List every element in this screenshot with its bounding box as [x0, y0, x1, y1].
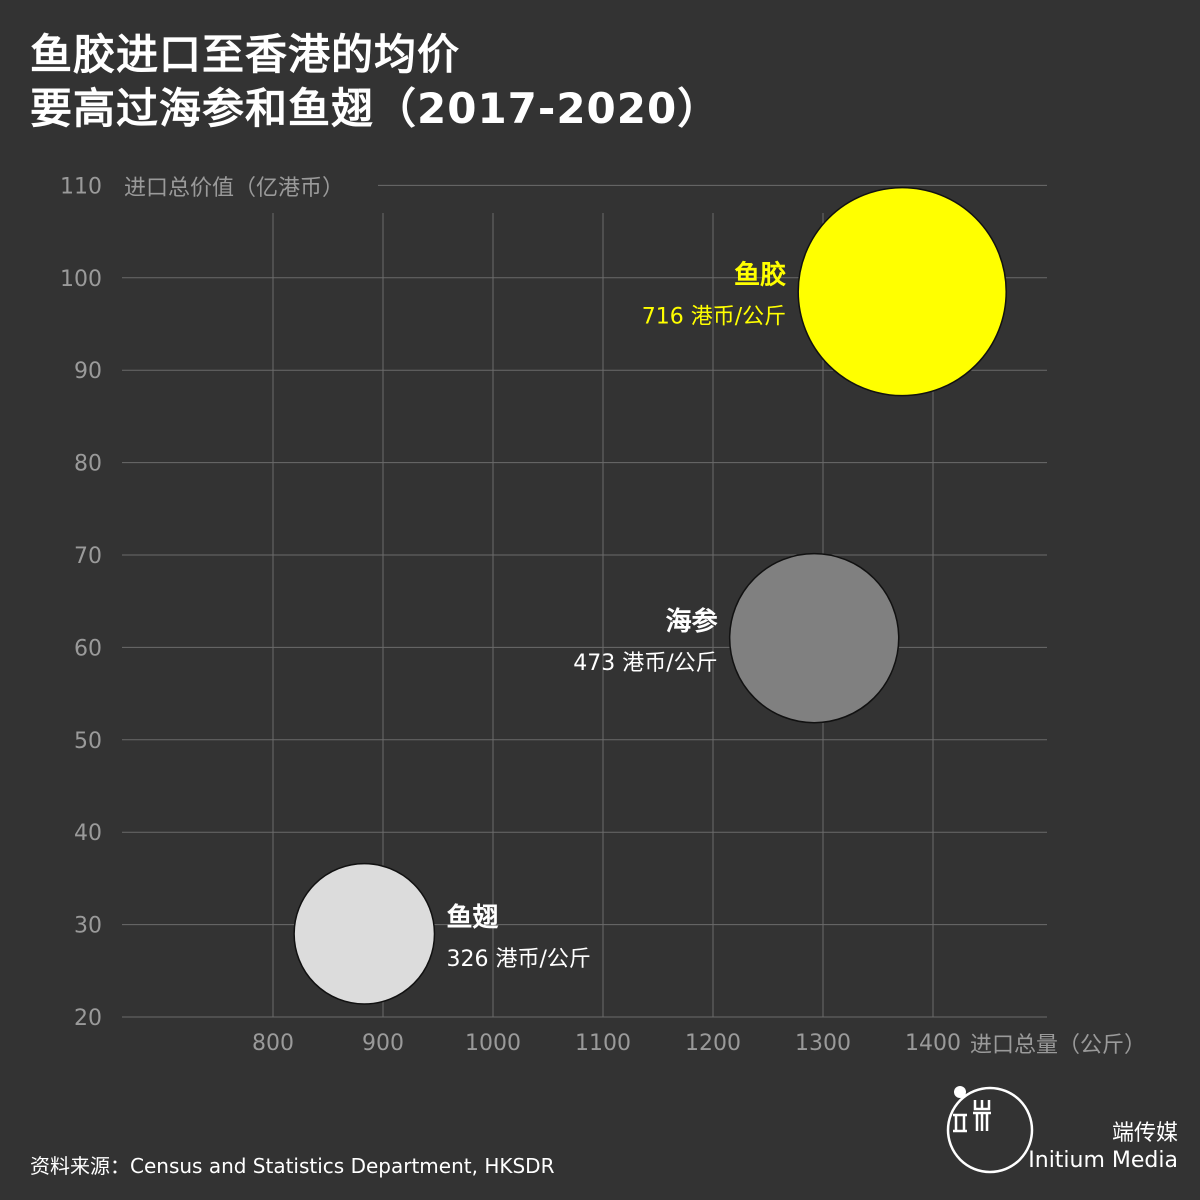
y-tick-label: 100 [60, 267, 102, 292]
x-tick-label: 900 [362, 1031, 404, 1056]
bubble-chart: 20 30 40 50 60 70 80 90 100 110 800 900 1000 1100 1200… [60, 174, 1146, 1058]
title-line-1: 鱼胶进口至香港的均价 [30, 30, 461, 79]
y-tick-label: 50 [74, 729, 102, 754]
y-axis-title: 进口总价值（亿港币） [124, 176, 344, 201]
bubble-price-label: 716 港币/公斤 [642, 305, 786, 330]
y-tick-label: 40 [74, 821, 102, 846]
bubble-price-label: 326 港币/公斤 [446, 947, 590, 972]
x-tick-label: 1200 [685, 1031, 741, 1056]
y-tick-label: 20 [74, 1006, 102, 1031]
x-tick-label: 1300 [795, 1031, 851, 1056]
bubble-price-label: 473 港币/公斤 [573, 651, 717, 676]
bubble-name-label: 鱼胶 [734, 260, 786, 291]
brand-name-en: Initium Media [1028, 1148, 1178, 1173]
x-tick-label: 1000 [465, 1031, 521, 1056]
bubble-name-label: 海参 [666, 606, 718, 637]
x-tick-label: 1400 [905, 1031, 961, 1056]
y-tick-label: 90 [74, 359, 102, 384]
x-tick-label: 800 [252, 1031, 294, 1056]
brand-name-cn: 端传媒 [1111, 1121, 1178, 1146]
x-axis-title: 进口总量（公斤） [970, 1033, 1146, 1058]
y-tick-label: 30 [74, 914, 102, 939]
bubble-鱼翅 [293, 862, 436, 1005]
x-tick-label: 1100 [575, 1031, 631, 1056]
y-tick-label: 80 [74, 452, 102, 477]
bubble-鱼胶 [797, 186, 1007, 397]
chart-title: 鱼胶进口至香港的均价 要高过海参和鱼翅（2017-2020） [30, 28, 720, 136]
y-tick-label: 60 [74, 636, 102, 661]
title-line-2: 要高过海参和鱼翅（2017-2020） [30, 84, 721, 133]
initium-logo-icon [946, 1086, 1034, 1174]
bubble-name-label: 鱼翅 [446, 903, 498, 933]
bubble-海参 [728, 552, 900, 724]
y-tick-label: 70 [74, 544, 102, 569]
source-note: 资料来源：Census and Statistics Department, H… [30, 1154, 555, 1178]
y-tick-label: 110 [60, 174, 102, 199]
